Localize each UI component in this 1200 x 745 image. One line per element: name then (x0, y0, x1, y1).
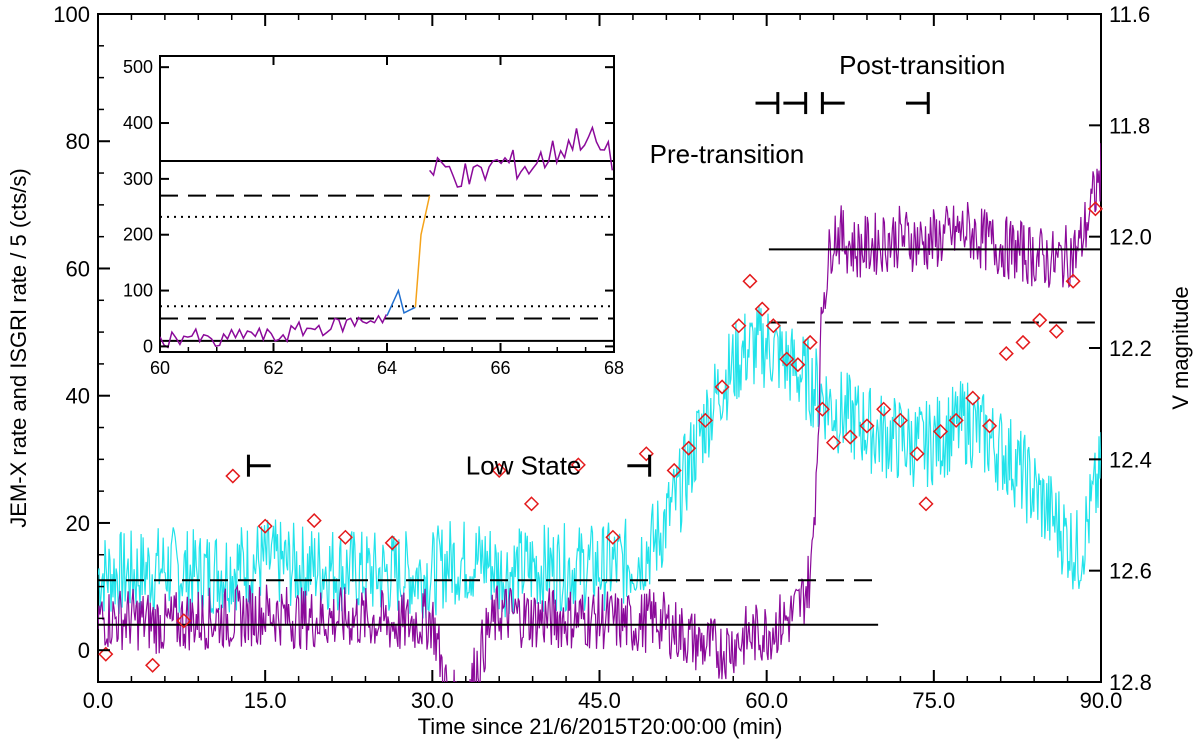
optical-point (1065, 273, 1081, 289)
optical-point (384, 535, 400, 551)
optical-point (337, 529, 353, 545)
inset-curve-transition_early (386, 288, 416, 317)
inset-y-tick-label: 300 (123, 169, 153, 189)
y-left-tick-label: 100 (53, 2, 90, 27)
optical-point (918, 496, 934, 512)
optical-point (765, 318, 781, 334)
optical-point (1032, 312, 1048, 328)
inset-x-tick-label: 60 (150, 358, 170, 378)
inset-x-tick-label: 62 (263, 358, 283, 378)
inset-y-tick-label: 500 (123, 57, 153, 77)
y-left-tick-label: 0 (78, 638, 90, 663)
y-right-tick-label: 12.2 (1109, 336, 1152, 361)
optical-point (491, 462, 507, 479)
optical-point (754, 301, 770, 317)
x-tick-label: 90.0 (1080, 688, 1123, 713)
optical-point (909, 446, 925, 462)
inset-x-tick-label: 66 (490, 358, 510, 378)
x-tick-label: 75.0 (912, 688, 955, 713)
annotation-label-0: Low State (466, 451, 582, 481)
annotation-label-1: Pre-transition (650, 139, 805, 169)
y-axis-title-right: V magnitude (1168, 286, 1193, 410)
inset-y-tick-label: 0 (143, 336, 153, 356)
optical-point (1015, 334, 1031, 350)
optical-point (681, 440, 697, 456)
optical-point (98, 646, 114, 662)
optical-point (892, 412, 908, 428)
optical-point (714, 379, 730, 395)
inset-curve-transition_late (414, 195, 431, 308)
y-axis-title-left: JEM-X rate and ISGRI rate / 5 (cts/s) (6, 168, 31, 527)
inset-curve-before (160, 314, 388, 349)
y-left-tick-label: 80 (66, 129, 90, 154)
x-tick-label: 45.0 (578, 688, 621, 713)
inset-plot: 60 62 64 66 68 0 100 200 300 400 500 (123, 55, 624, 378)
optical-point (731, 318, 747, 334)
inset-y-tick-label: 200 (123, 225, 153, 245)
optical-point (981, 418, 998, 434)
x-tick-label: 0.0 (83, 688, 114, 713)
optical-point (257, 518, 273, 534)
optical-point (697, 412, 713, 428)
optical-point (779, 351, 795, 367)
optical-point (145, 657, 161, 673)
optical-point (948, 412, 964, 428)
y-left-tick-label: 20 (66, 511, 90, 536)
inset-x-tick-label: 64 (377, 358, 397, 378)
x-tick-label: 30.0 (411, 688, 454, 713)
y-left-tick-label: 60 (66, 256, 90, 281)
inset-curve-after (429, 125, 614, 188)
y-right-tick-label: 11.8 (1109, 113, 1150, 138)
optical-point (814, 401, 830, 417)
y-right-tick-label: 12.8 (1109, 670, 1152, 695)
jemx-light-curve-segment-0 (98, 305, 1101, 619)
optical-point (638, 446, 654, 462)
optical-point (666, 462, 682, 479)
optical-point (876, 401, 892, 417)
optical-point (306, 513, 322, 529)
optical-point (742, 273, 758, 289)
optical-point (176, 613, 192, 629)
inset-y-tick-label: 400 (123, 113, 153, 133)
optical-point (825, 435, 842, 451)
isgri-light-curve-segment-0 (98, 143, 1101, 682)
inset-y-tick-label: 100 (123, 281, 153, 301)
optical-point (523, 496, 540, 512)
inset-x-tick-label: 68 (604, 358, 624, 378)
x-tick-label: 60.0 (745, 688, 788, 713)
y-right-tick-label: 12.6 (1109, 559, 1152, 584)
y-left-tick-label: 40 (66, 384, 90, 409)
optical-point (859, 418, 875, 434)
optical-point (790, 357, 806, 373)
x-axis-title: Time since 21/6/2015T20:00:00 (min) (418, 714, 783, 739)
y-right-tick-label: 11.6 (1109, 2, 1150, 27)
optical-point (605, 529, 621, 545)
optical-point (932, 423, 949, 440)
x-tick-label: 15.0 (244, 688, 287, 713)
optical-point (965, 390, 981, 406)
optical-point (225, 468, 241, 484)
optical-point (1087, 201, 1103, 217)
optical-point (842, 429, 858, 445)
y-right-tick-label: 12.0 (1109, 225, 1152, 250)
optical-point (802, 334, 818, 350)
annotation-label-2: Post-transition (839, 50, 1005, 80)
optical-point (570, 457, 586, 473)
optical-point (998, 346, 1014, 362)
inset-frame (159, 55, 615, 353)
y-right-tick-label: 12.4 (1109, 447, 1152, 472)
optical-point (1048, 323, 1064, 339)
